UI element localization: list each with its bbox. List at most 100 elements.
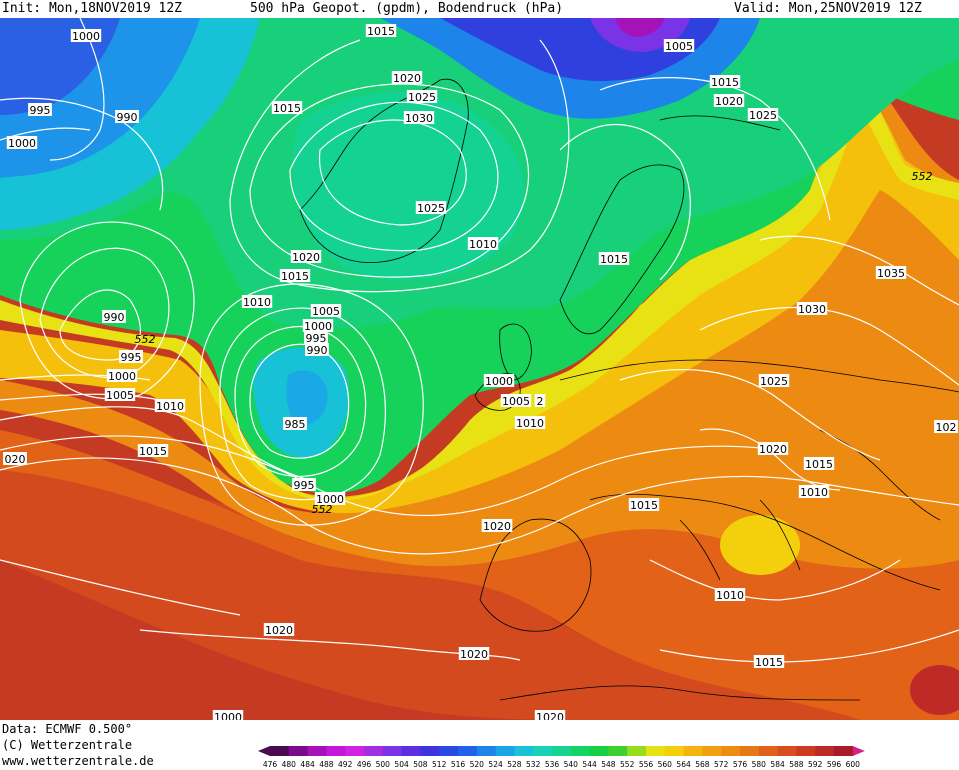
isobar-label: 1015 — [598, 252, 630, 266]
isobar-label: 1010 — [714, 588, 746, 602]
svg-text:1030: 1030 — [798, 303, 826, 316]
svg-text:1000: 1000 — [72, 30, 100, 43]
svg-text:995: 995 — [30, 104, 51, 117]
svg-text:985: 985 — [285, 418, 306, 431]
legend-cell — [740, 746, 760, 756]
svg-text:990: 990 — [104, 311, 125, 324]
website: www.wetterzentrale.de — [2, 754, 154, 768]
isobar-labels: 1000990995100010151015102010251030102510… — [3, 24, 958, 720]
legend-arrow-left — [258, 746, 270, 756]
svg-text:1010: 1010 — [156, 400, 184, 413]
isobar-label: 1015 — [137, 444, 169, 458]
band-576 — [0, 430, 959, 720]
legend-cell — [364, 746, 384, 756]
isobar-label: 1000 — [6, 136, 38, 150]
isobar-label: 1000 — [302, 319, 334, 333]
legend-cell — [326, 746, 346, 756]
coastlines — [299, 78, 959, 701]
legend-cell — [702, 746, 722, 756]
legend-cell — [721, 746, 741, 756]
svg-text:1020: 1020 — [715, 95, 743, 108]
isobar-label: 995 — [28, 103, 52, 117]
map-title: 500 hPa Geopot. (gpdm), Bodendruck (hPa) — [250, 1, 564, 16]
legend-level-label: 572 — [714, 760, 729, 769]
legend-cell — [345, 746, 365, 756]
band-560 — [0, 88, 959, 514]
isobar-label: 1030 — [403, 111, 435, 125]
isobar-label: 1020 — [458, 647, 490, 661]
svg-text:990: 990 — [307, 344, 328, 357]
isobar-label: 1005 — [104, 388, 136, 402]
isobar-label: 1010 — [467, 237, 499, 251]
legend-level-label: 576 — [732, 760, 748, 769]
legend-level-label: 536 — [544, 760, 560, 769]
svg-text:2: 2 — [537, 395, 544, 408]
isobar-label: 102 — [934, 420, 958, 434]
legend-level-label: 492 — [338, 760, 353, 769]
legend-level-label: 568 — [695, 760, 710, 769]
map-footer: Data: ECMWF 0.500° (C) Wetterzentrale ww… — [0, 720, 959, 770]
legend-level-label: 584 — [770, 760, 785, 769]
svg-text:1015: 1015 — [273, 102, 301, 115]
legend-level-label: 488 — [319, 760, 334, 769]
svg-text:1025: 1025 — [749, 109, 777, 122]
legend-cell — [420, 746, 440, 756]
isobar-label: 1015 — [753, 655, 785, 669]
legend-cell — [270, 746, 290, 756]
isobar-label: 995 — [292, 478, 316, 492]
svg-text:1030: 1030 — [405, 112, 433, 125]
legend-cell — [589, 746, 609, 756]
legend-level-label: 508 — [413, 760, 428, 769]
isobar-label: 1015 — [803, 457, 835, 471]
legend-cell — [495, 746, 515, 756]
legend-cell — [401, 746, 421, 756]
isobar-label: 1015 — [628, 498, 660, 512]
legend-cell — [683, 746, 703, 756]
svg-text:552: 552 — [912, 170, 933, 183]
isobar-label: 995 — [119, 350, 143, 364]
isobar-label: 1000 — [70, 29, 102, 43]
svg-text:1010: 1010 — [243, 296, 271, 309]
svg-text:1020: 1020 — [460, 648, 488, 661]
color-legend — [258, 746, 865, 756]
legend-cell — [533, 746, 553, 756]
legend-cells — [258, 746, 865, 756]
isobar-label: 1020 — [713, 94, 745, 108]
map-header: Init: Mon,18NOV2019 12Z 500 hPa Geopot. … — [0, 0, 959, 18]
svg-text:1020: 1020 — [393, 72, 421, 85]
svg-text:1005: 1005 — [665, 40, 693, 53]
legend-cell — [307, 746, 327, 756]
n-violet — [615, 18, 665, 37]
isobar-label: 1020 — [534, 710, 566, 720]
isobar-label: 020 — [3, 452, 27, 466]
legend-cell — [796, 746, 816, 756]
isobar-label: 985 — [283, 417, 307, 431]
valid-time: Valid: Mon,25NOV2019 12Z — [734, 1, 922, 16]
legend-level-label: 560 — [657, 760, 672, 769]
legend-level-label: 592 — [808, 760, 823, 769]
svg-text:1005: 1005 — [106, 389, 134, 402]
isobar-label: 1005 — [310, 304, 342, 318]
isobar-label: 1000 — [483, 374, 515, 388]
svg-text:1010: 1010 — [716, 589, 744, 602]
legend-level-label: 588 — [789, 760, 804, 769]
isobars — [0, 18, 959, 663]
legend-labels: 476 480 484 488 492 496 500 504 508 512 516 520 524 5… — [263, 760, 952, 770]
legend-level-label: 548 — [601, 760, 616, 769]
svg-text:1015: 1015 — [139, 445, 167, 458]
svg-text:1035: 1035 — [877, 267, 905, 280]
geopotential-field: 1000990995100010151015102010251030102510… — [0, 18, 959, 720]
isobar-label: 1010 — [154, 399, 186, 413]
legend-level-label: 516 — [450, 760, 466, 769]
data-source: Data: ECMWF 0.500° — [2, 722, 133, 736]
isobar-label: 1020 — [481, 519, 513, 533]
svg-text:1015: 1015 — [630, 499, 658, 512]
svg-text:1000: 1000 — [316, 493, 344, 506]
legend-cell — [570, 746, 591, 756]
isobar-label: 1000 — [106, 369, 138, 383]
legend-cell — [664, 746, 685, 756]
legend-cell — [758, 746, 779, 756]
se-dark — [910, 665, 959, 715]
legend-level-label: 476 — [262, 760, 278, 769]
svg-text:552: 552 — [135, 333, 156, 346]
